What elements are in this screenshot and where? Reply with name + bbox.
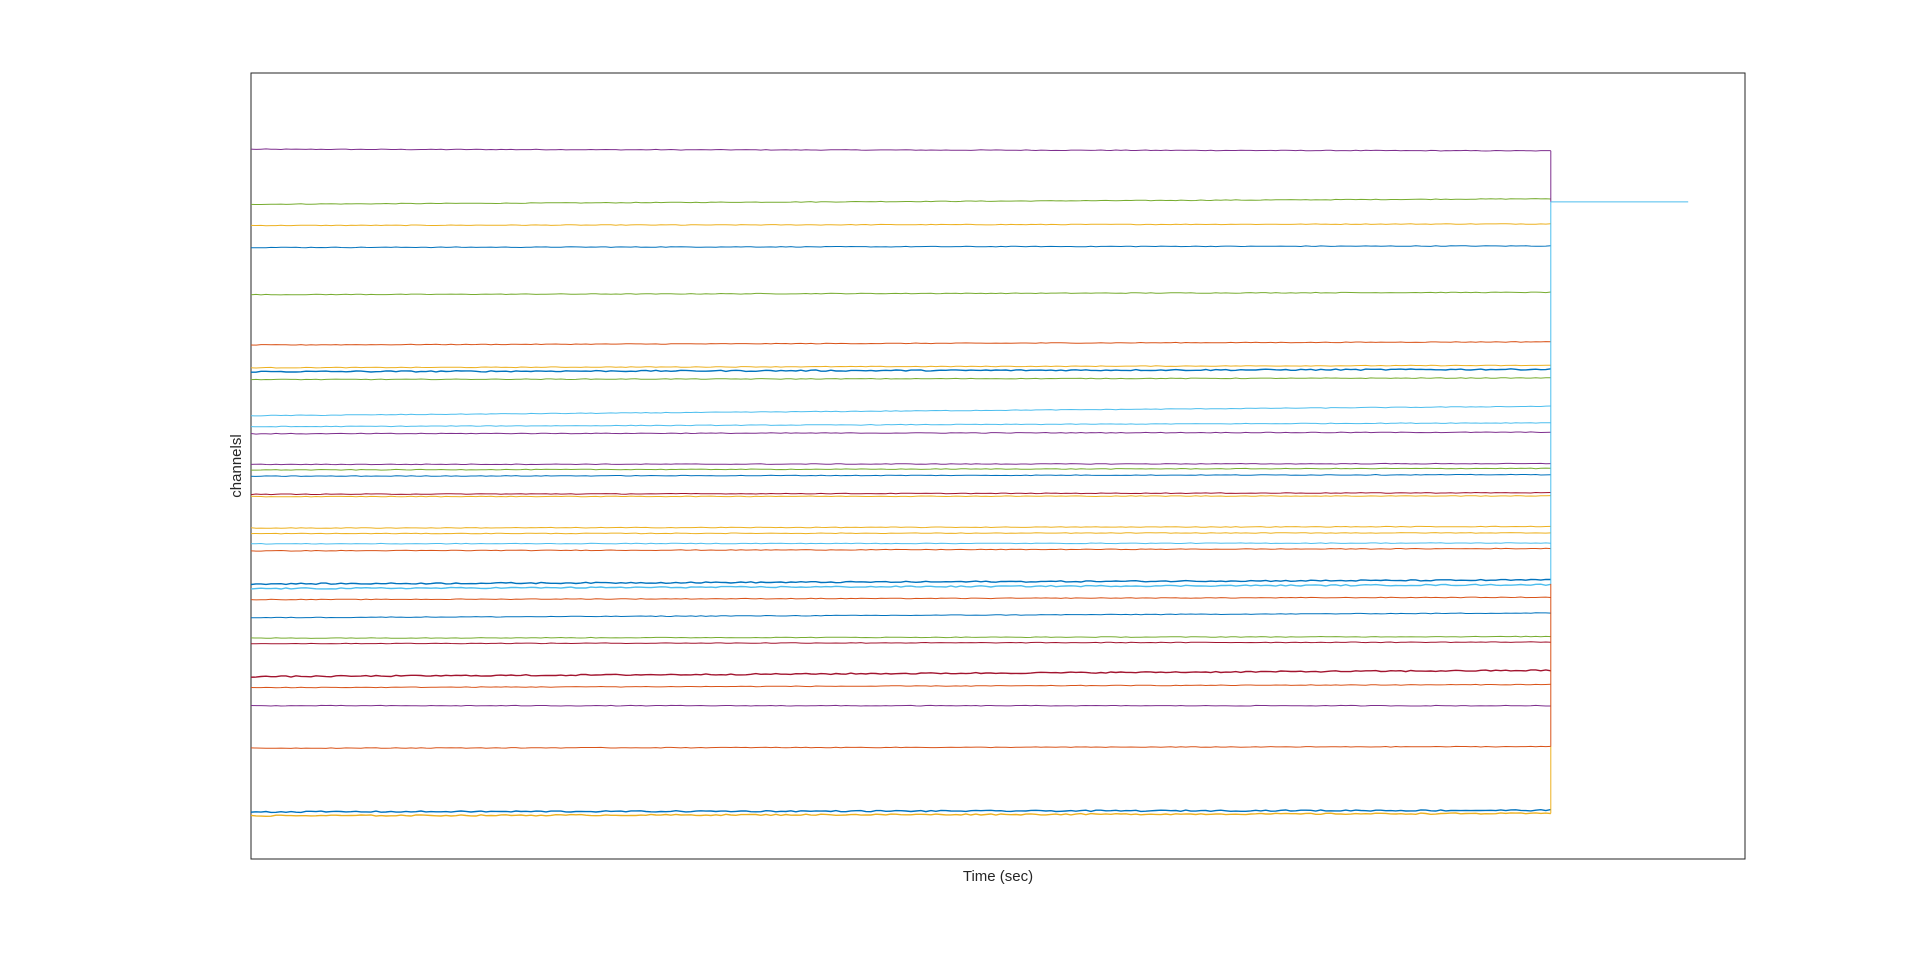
series-line-24 <box>250 596 1551 601</box>
axes-box <box>250 72 1746 860</box>
y-axis-label: channelsl <box>228 434 245 497</box>
series-line-27 <box>250 641 1551 645</box>
series-line-21 <box>250 547 1551 552</box>
series-line-26 <box>250 635 1551 639</box>
series-line-18 <box>250 525 1551 529</box>
series-line-20 <box>250 542 1551 545</box>
series-line-7 <box>250 364 1551 369</box>
series-line-15 <box>250 473 1551 477</box>
series-line-28 <box>250 669 1551 678</box>
series-line-9 <box>250 377 1551 381</box>
series-line-10 <box>250 405 1551 417</box>
series-line-6 <box>250 341 1551 346</box>
x-axis-label: Time (sec) <box>963 868 1033 885</box>
series-line-23 <box>250 583 1551 590</box>
series-line-11 <box>250 422 1551 428</box>
series-line-8 <box>251 368 1551 373</box>
series-line-22 <box>250 578 1551 586</box>
series-line-25 <box>250 612 1551 619</box>
series-line-16 <box>250 491 1551 496</box>
series-line-4 <box>251 245 1551 249</box>
series-line-13 <box>250 462 1551 466</box>
series-line-1 <box>250 148 1551 152</box>
series-group <box>250 148 1689 818</box>
series-line-19 <box>250 532 1551 535</box>
series-line-33 <box>250 812 1551 818</box>
series-line-30 <box>250 704 1551 707</box>
series-line-2 <box>250 198 1551 205</box>
series-line-14 <box>251 467 1551 471</box>
series-line-31 <box>250 745 1551 749</box>
series-line-32 <box>250 808 1551 814</box>
series-line-17 <box>250 495 1551 498</box>
series-line-5 <box>250 291 1551 296</box>
series-line-12 <box>250 431 1551 435</box>
series-line-3 <box>250 223 1551 227</box>
series-line-29 <box>250 683 1551 689</box>
